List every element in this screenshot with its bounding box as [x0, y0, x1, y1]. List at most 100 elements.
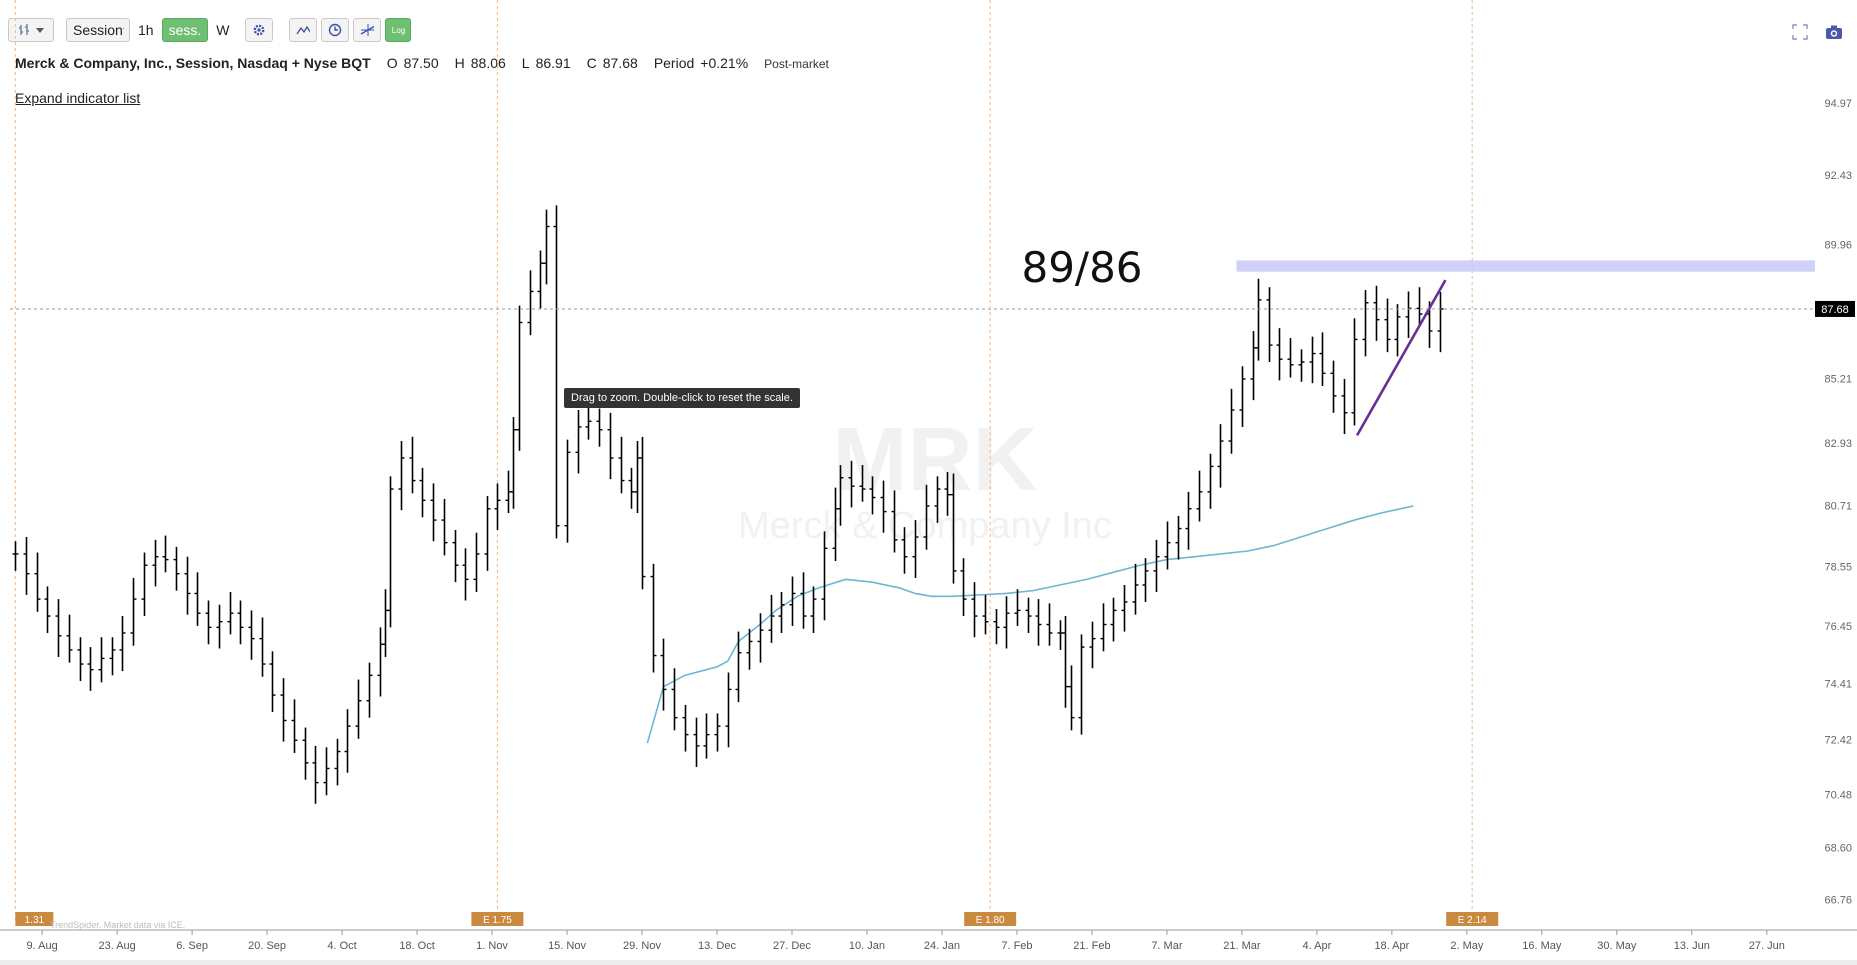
indicator-icon — [296, 25, 311, 35]
earnings-label: E 1.75 — [483, 915, 512, 926]
ohlc-bar — [950, 473, 957, 584]
gear-icon — [254, 24, 265, 36]
ohlc-bar — [87, 647, 94, 691]
x-axis-tick-label: 10. Jan — [849, 940, 885, 952]
ohlc-bar — [1341, 378, 1348, 434]
ohlc-bar — [1287, 338, 1294, 378]
ohlc-bar — [1142, 558, 1149, 602]
ohlc-bar — [1057, 620, 1064, 650]
open-value: 87.50 — [403, 55, 439, 71]
ohlc-bar — [269, 651, 276, 713]
ohlc-bar — [462, 548, 469, 601]
attribution-text: TrendSpider. Market data via ICE. — [50, 920, 185, 930]
ohlc-bar — [291, 699, 298, 753]
ohlc-bar — [982, 594, 989, 635]
ohlc-bar — [800, 572, 807, 629]
ohlc-bar — [810, 586, 817, 633]
ohlc-bar — [618, 436, 625, 494]
ohlc-bar — [34, 552, 41, 612]
ohlc-bar — [1100, 603, 1107, 652]
trend-line — [1355, 279, 1447, 437]
market-state: Post-market — [764, 57, 829, 71]
ohlc-bar — [1298, 349, 1305, 382]
ohlc-bar — [23, 537, 30, 595]
ohlc-bar — [869, 476, 876, 515]
drawing-tool-button[interactable] — [353, 18, 382, 42]
x-axis-tick-label: 21. Feb — [1073, 940, 1110, 952]
y-axis-tick-label: 92.43 — [1824, 170, 1852, 182]
high-label: H — [454, 55, 465, 71]
ohlc-bar — [302, 727, 309, 780]
clock-button[interactable] — [321, 18, 350, 42]
fullscreen-button[interactable] — [1792, 24, 1808, 45]
ohlc-bar — [109, 637, 116, 676]
ohlc-bar — [1003, 596, 1010, 649]
ohlc-bar — [1394, 304, 1401, 357]
interval-1h-button[interactable]: 1h — [134, 18, 158, 42]
bar-chart-icon — [19, 24, 29, 35]
ohlc-bar — [650, 563, 657, 673]
y-axis-tick-label: 94.97 — [1824, 98, 1852, 110]
ohlc-bar — [821, 531, 828, 621]
ohlc-bar — [184, 556, 191, 615]
expand-indicator-link[interactable]: Expand indicator list — [15, 90, 141, 106]
session-dropdown[interactable]: Session — [66, 18, 130, 42]
ohlc-bar — [971, 582, 978, 638]
low-label: L — [521, 55, 530, 71]
session-toggle-button[interactable]: sess. — [161, 18, 209, 42]
x-axis-tick-label: 27. Jun — [1749, 940, 1785, 952]
annotation-text: 89/86 — [1021, 243, 1142, 292]
ohlc-bar — [768, 594, 775, 643]
ohlc-bar — [205, 600, 212, 645]
zoom-tooltip: Drag to zoom. Double-click to reset the … — [564, 388, 800, 408]
ohlc-bar — [227, 592, 234, 635]
ohlc-bar — [848, 460, 855, 508]
y-axis-tick-label: 76.45 — [1824, 621, 1852, 633]
ohlc-bar — [1276, 328, 1283, 381]
ohlc-bar — [409, 436, 416, 494]
ohlc-bar — [859, 465, 866, 502]
week-button[interactable]: W — [212, 18, 233, 42]
ohlc-bar — [280, 678, 287, 742]
x-axis-tick-label: 1. Nov — [476, 940, 508, 952]
x-axis-tick-label: 13. Jun — [1674, 940, 1710, 952]
ohlc-bar — [575, 410, 582, 474]
ohlc-bar — [1068, 665, 1075, 731]
ohlc-bar — [1089, 621, 1096, 669]
log-scale-button[interactable]: Log — [385, 18, 412, 42]
indicator-button[interactable] — [289, 18, 318, 42]
ohlc-bar — [1153, 539, 1160, 593]
ohlc-bar — [1330, 360, 1337, 413]
y-axis-tick-label: 89.96 — [1824, 240, 1852, 252]
ohlc-bar — [441, 498, 448, 556]
ohlc-bar — [516, 305, 523, 451]
ohlc-bar — [527, 270, 534, 336]
earnings-label: E 2.14 — [1458, 915, 1487, 926]
period-label: Period — [653, 55, 695, 71]
ohlc-bar — [553, 205, 560, 539]
ohlc-bar — [312, 745, 319, 804]
log-label: Log — [391, 25, 406, 35]
x-axis-tick-label: 18. Apr — [1374, 940, 1409, 952]
y-axis-tick-label: 68.60 — [1824, 843, 1852, 855]
y-axis-tick-label: 82.93 — [1824, 438, 1852, 450]
settings-button[interactable] — [245, 18, 274, 42]
ohlc-bar — [934, 476, 941, 523]
toolbar: Session 1h sess. W Log — [8, 17, 412, 43]
screenshot-button[interactable] — [1825, 24, 1843, 45]
symbol-info-bar: Merck & Company, Inc., Session, Nasdaq +… — [15, 55, 829, 71]
ohlc-bar — [778, 592, 785, 633]
earnings-label-box — [1446, 912, 1499, 926]
ohlc-bar — [382, 589, 389, 657]
x-axis-tick-label: 18. Oct — [399, 940, 434, 952]
ohlc-bar — [1046, 603, 1053, 646]
x-axis-tick-label: 7. Feb — [1001, 940, 1032, 952]
x-axis-tick-label: 27. Dec — [773, 940, 811, 952]
ohlc-bar — [944, 472, 951, 516]
ohlc-bar — [141, 552, 148, 617]
x-axis-tick-label: 13. Dec — [698, 940, 736, 952]
ohlc-bar — [714, 713, 721, 752]
ohlc-bar — [355, 679, 362, 739]
